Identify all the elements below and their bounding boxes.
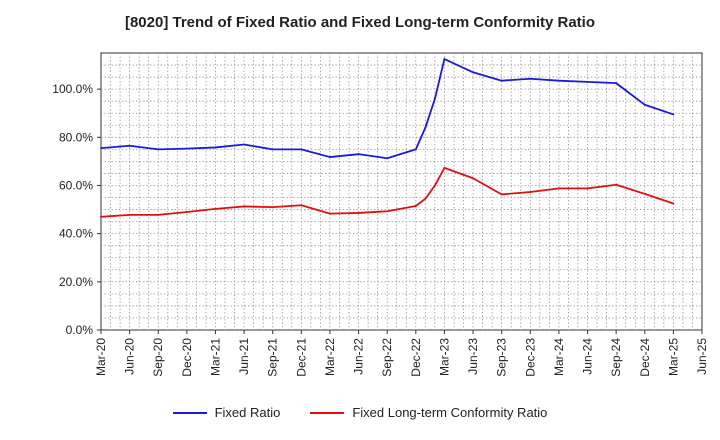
legend-item-fixed-long-term-conformity-ratio: Fixed Long-term Conformity Ratio bbox=[310, 405, 547, 420]
data-point-fixed-long-term-conformity-ratio bbox=[271, 206, 274, 209]
data-point-fixed-ratio bbox=[558, 79, 560, 82]
series-line-fixed-ratio bbox=[100, 58, 674, 160]
data-point-fixed-ratio bbox=[243, 143, 245, 146]
data-point-fixed-ratio bbox=[424, 126, 427, 129]
x-tick-label: Dec-23 bbox=[523, 338, 537, 377]
data-point-fixed-long-term-conformity-ratio bbox=[643, 193, 646, 195]
data-point-fixed-long-term-conformity-ratio bbox=[558, 187, 560, 190]
data-point-fixed-ratio bbox=[443, 58, 446, 60]
data-point-fixed-ratio bbox=[643, 103, 646, 106]
y-tick-label: 80.0% bbox=[59, 130, 93, 144]
data-point-fixed-long-term-conformity-ratio bbox=[157, 213, 160, 216]
data-point-fixed-ratio bbox=[357, 153, 360, 156]
x-tick-label: Jun-20 bbox=[123, 338, 137, 375]
data-point-fixed-ratio bbox=[128, 144, 131, 147]
x-tick-label: Sep-21 bbox=[266, 338, 280, 377]
x-tick-label: Jun-25 bbox=[695, 338, 709, 375]
legend-label-fixed-ratio: Fixed Ratio bbox=[214, 405, 281, 420]
x-tick-label: Dec-24 bbox=[638, 338, 652, 377]
x-tick-label: Sep-23 bbox=[495, 338, 509, 377]
data-point-fixed-ratio bbox=[529, 77, 532, 80]
x-tick-label: Jun-22 bbox=[352, 338, 366, 375]
x-tick-label: Mar-23 bbox=[437, 338, 451, 376]
data-point-fixed-ratio bbox=[414, 148, 417, 151]
data-point-fixed-ratio bbox=[329, 156, 331, 158]
data-point-fixed-ratio bbox=[386, 157, 389, 160]
data-point-fixed-long-term-conformity-ratio bbox=[433, 184, 436, 187]
data-point-fixed-ratio bbox=[157, 148, 160, 151]
data-point-fixed-ratio bbox=[300, 148, 303, 151]
chart-title: [8020] Trend of Fixed Ratio and Fixed Lo… bbox=[124, 14, 596, 31]
data-point-fixed-long-term-conformity-ratio bbox=[424, 197, 427, 200]
x-tick-label: Jun-23 bbox=[466, 338, 480, 375]
x-tick-label: Dec-20 bbox=[180, 338, 194, 377]
data-point-fixed-long-term-conformity-ratio bbox=[615, 183, 618, 186]
data-point-fixed-long-term-conformity-ratio bbox=[329, 212, 331, 215]
data-point-fixed-long-term-conformity-ratio bbox=[414, 205, 417, 207]
legend-label-fixed-long-term-conformity-ratio: Fixed Long-term Conformity Ratio bbox=[352, 405, 548, 420]
y-tick-label: 100.0% bbox=[52, 82, 93, 96]
data-point-fixed-long-term-conformity-ratio bbox=[529, 191, 532, 193]
data-point-fixed-ratio bbox=[100, 147, 102, 150]
data-point-fixed-long-term-conformity-ratio bbox=[386, 210, 389, 213]
data-point-fixed-long-term-conformity-ratio bbox=[472, 177, 474, 180]
data-point-fixed-ratio bbox=[214, 146, 217, 149]
data-point-fixed-ratio bbox=[615, 82, 618, 85]
data-point-fixed-long-term-conformity-ratio bbox=[185, 211, 188, 213]
x-tick-label: Mar-22 bbox=[323, 338, 337, 376]
legend-swatch-fixed-ratio bbox=[172, 411, 207, 414]
x-tick-label: Sep-20 bbox=[151, 338, 165, 377]
data-point-fixed-long-term-conformity-ratio bbox=[443, 166, 446, 169]
data-point-fixed-ratio bbox=[271, 148, 274, 151]
data-point-fixed-long-term-conformity-ratio bbox=[128, 213, 131, 216]
y-tick-label: 0.0% bbox=[66, 323, 94, 337]
x-tick-label: Jun-21 bbox=[237, 338, 251, 375]
data-point-fixed-long-term-conformity-ratio bbox=[500, 193, 503, 196]
data-point-fixed-ratio bbox=[672, 113, 675, 116]
data-point-fixed-ratio bbox=[500, 79, 503, 82]
y-tick-label: 40.0% bbox=[59, 227, 93, 241]
data-point-fixed-long-term-conformity-ratio bbox=[214, 207, 217, 210]
data-point-fixed-long-term-conformity-ratio bbox=[100, 215, 102, 218]
data-point-fixed-long-term-conformity-ratio bbox=[357, 212, 360, 214]
x-tick-label: Dec-21 bbox=[294, 338, 308, 377]
x-tick-label: Mar-25 bbox=[666, 338, 680, 376]
data-point-fixed-long-term-conformity-ratio bbox=[243, 205, 245, 208]
legend-swatch-fixed-long-term-conformity-ratio bbox=[310, 411, 345, 414]
x-tick-label: Dec-22 bbox=[409, 338, 423, 377]
data-point-fixed-ratio bbox=[433, 97, 436, 100]
y-tick-label: 60.0% bbox=[59, 178, 93, 192]
data-point-fixed-ratio bbox=[586, 81, 589, 83]
x-tick-label: Mar-20 bbox=[94, 338, 108, 376]
x-tick-label: Sep-22 bbox=[380, 338, 394, 377]
x-tick-label: Mar-24 bbox=[552, 338, 566, 376]
x-tick-label: Jun-24 bbox=[581, 338, 595, 375]
y-tick-label: 20.0% bbox=[59, 275, 93, 289]
data-point-fixed-long-term-conformity-ratio bbox=[300, 204, 303, 207]
x-tick-label: Sep-24 bbox=[609, 338, 623, 377]
data-point-fixed-ratio bbox=[472, 71, 474, 74]
chart-legend: Fixed Ratio Fixed Long-term Conformity R… bbox=[0, 405, 720, 420]
data-point-fixed-long-term-conformity-ratio bbox=[586, 187, 589, 190]
plot-area-border bbox=[100, 52, 703, 331]
data-point-fixed-long-term-conformity-ratio bbox=[672, 202, 675, 205]
data-point-fixed-ratio bbox=[185, 147, 188, 150]
legend-item-fixed-ratio: Fixed Ratio bbox=[172, 405, 281, 420]
x-tick-label: Mar-21 bbox=[208, 338, 222, 376]
